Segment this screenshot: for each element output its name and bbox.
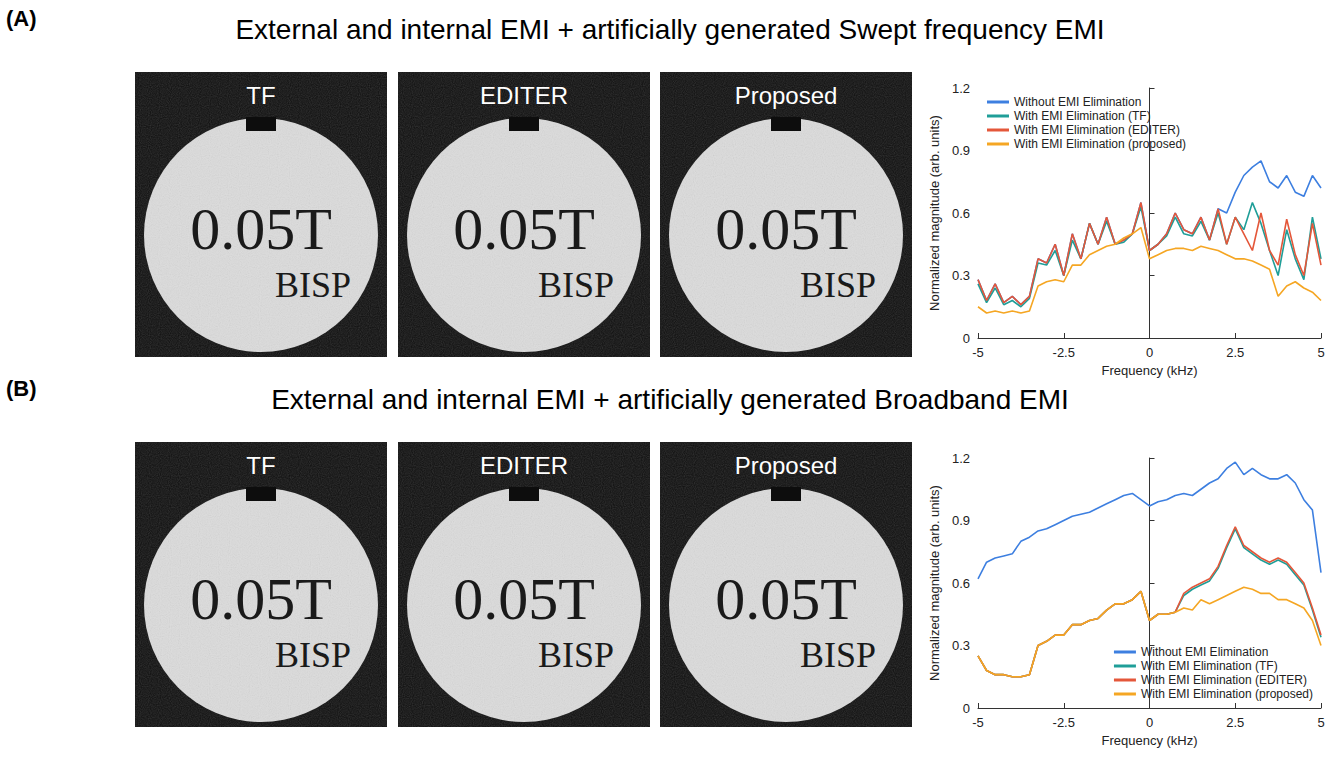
svg-text:BISP: BISP xyxy=(538,265,614,305)
svg-text:0: 0 xyxy=(963,701,970,716)
svg-text:0.05T: 0.05T xyxy=(190,566,332,632)
svg-text:Without EMI Elimination: Without EMI Elimination xyxy=(1141,645,1268,659)
svg-text:Without EMI Elimination: Without EMI Elimination xyxy=(1014,95,1141,109)
svg-text:Proposed: Proposed xyxy=(735,452,838,479)
svg-text:With EMI Elimination (EDITER): With EMI Elimination (EDITER) xyxy=(1141,673,1307,687)
svg-text:0.6: 0.6 xyxy=(952,576,970,591)
svg-text:0.05T: 0.05T xyxy=(190,196,332,262)
svg-text:Frequency (kHz): Frequency (kHz) xyxy=(1101,733,1197,748)
svg-text:BISP: BISP xyxy=(800,265,876,305)
svg-text:0.3: 0.3 xyxy=(952,268,970,283)
svg-text:-2.5: -2.5 xyxy=(1053,715,1075,730)
svg-text:TF: TF xyxy=(246,82,275,109)
html-text:(B): (B) xyxy=(6,376,37,401)
svg-text:0: 0 xyxy=(963,331,970,346)
svg-text:With EMI Elimination (EDITER): With EMI Elimination (EDITER) xyxy=(1014,123,1180,137)
svg-text:Normalized magnitude (arb. uni: Normalized magnitude (arb. units) xyxy=(927,485,942,681)
svg-text:BISP: BISP xyxy=(275,265,351,305)
svg-text:With EMI Elimination (proposed: With EMI Elimination (proposed) xyxy=(1014,137,1186,151)
svg-text:EDITER: EDITER xyxy=(480,452,568,479)
html-text:(A): (A) xyxy=(6,6,37,31)
svg-text:Proposed: Proposed xyxy=(735,82,838,109)
svg-text:BISP: BISP xyxy=(800,635,876,675)
svg-text:With EMI Elimination (proposed: With EMI Elimination (proposed) xyxy=(1141,687,1313,701)
svg-text:0.6: 0.6 xyxy=(952,206,970,221)
svg-text:-2.5: -2.5 xyxy=(1053,345,1075,360)
svg-text:Frequency (kHz): Frequency (kHz) xyxy=(1101,363,1197,378)
svg-text:With EMI Elimination (TF): With EMI Elimination (TF) xyxy=(1014,109,1151,123)
svg-text:1.2: 1.2 xyxy=(952,451,970,466)
svg-text:0.05T: 0.05T xyxy=(715,196,857,262)
svg-text:5: 5 xyxy=(1317,715,1324,730)
html-text:External and internal EMI + ar: External and internal EMI + artificially… xyxy=(235,14,1105,45)
svg-text:EDITER: EDITER xyxy=(480,82,568,109)
svg-text:0.9: 0.9 xyxy=(952,513,970,528)
svg-text:1.2: 1.2 xyxy=(952,81,970,96)
svg-text:5: 5 xyxy=(1317,345,1324,360)
svg-text:0.3: 0.3 xyxy=(952,638,970,653)
svg-text:2.5: 2.5 xyxy=(1226,345,1244,360)
svg-text:BISP: BISP xyxy=(538,635,614,675)
svg-text:0.9: 0.9 xyxy=(952,143,970,158)
svg-text:0.05T: 0.05T xyxy=(715,566,857,632)
svg-text:-5: -5 xyxy=(972,715,984,730)
svg-text:Normalized magnitude (arb. uni: Normalized magnitude (arb. units) xyxy=(927,115,942,311)
svg-text:0: 0 xyxy=(1146,715,1153,730)
html-text:External and internal EMI + ar: External and internal EMI + artificially… xyxy=(271,384,1069,415)
svg-text:0.05T: 0.05T xyxy=(453,566,595,632)
svg-text:0: 0 xyxy=(1146,345,1153,360)
svg-text:0.05T: 0.05T xyxy=(453,196,595,262)
svg-text:With EMI Elimination (TF): With EMI Elimination (TF) xyxy=(1141,659,1278,673)
svg-text:-5: -5 xyxy=(972,345,984,360)
svg-text:TF: TF xyxy=(246,452,275,479)
svg-text:BISP: BISP xyxy=(275,635,351,675)
svg-text:2.5: 2.5 xyxy=(1226,715,1244,730)
